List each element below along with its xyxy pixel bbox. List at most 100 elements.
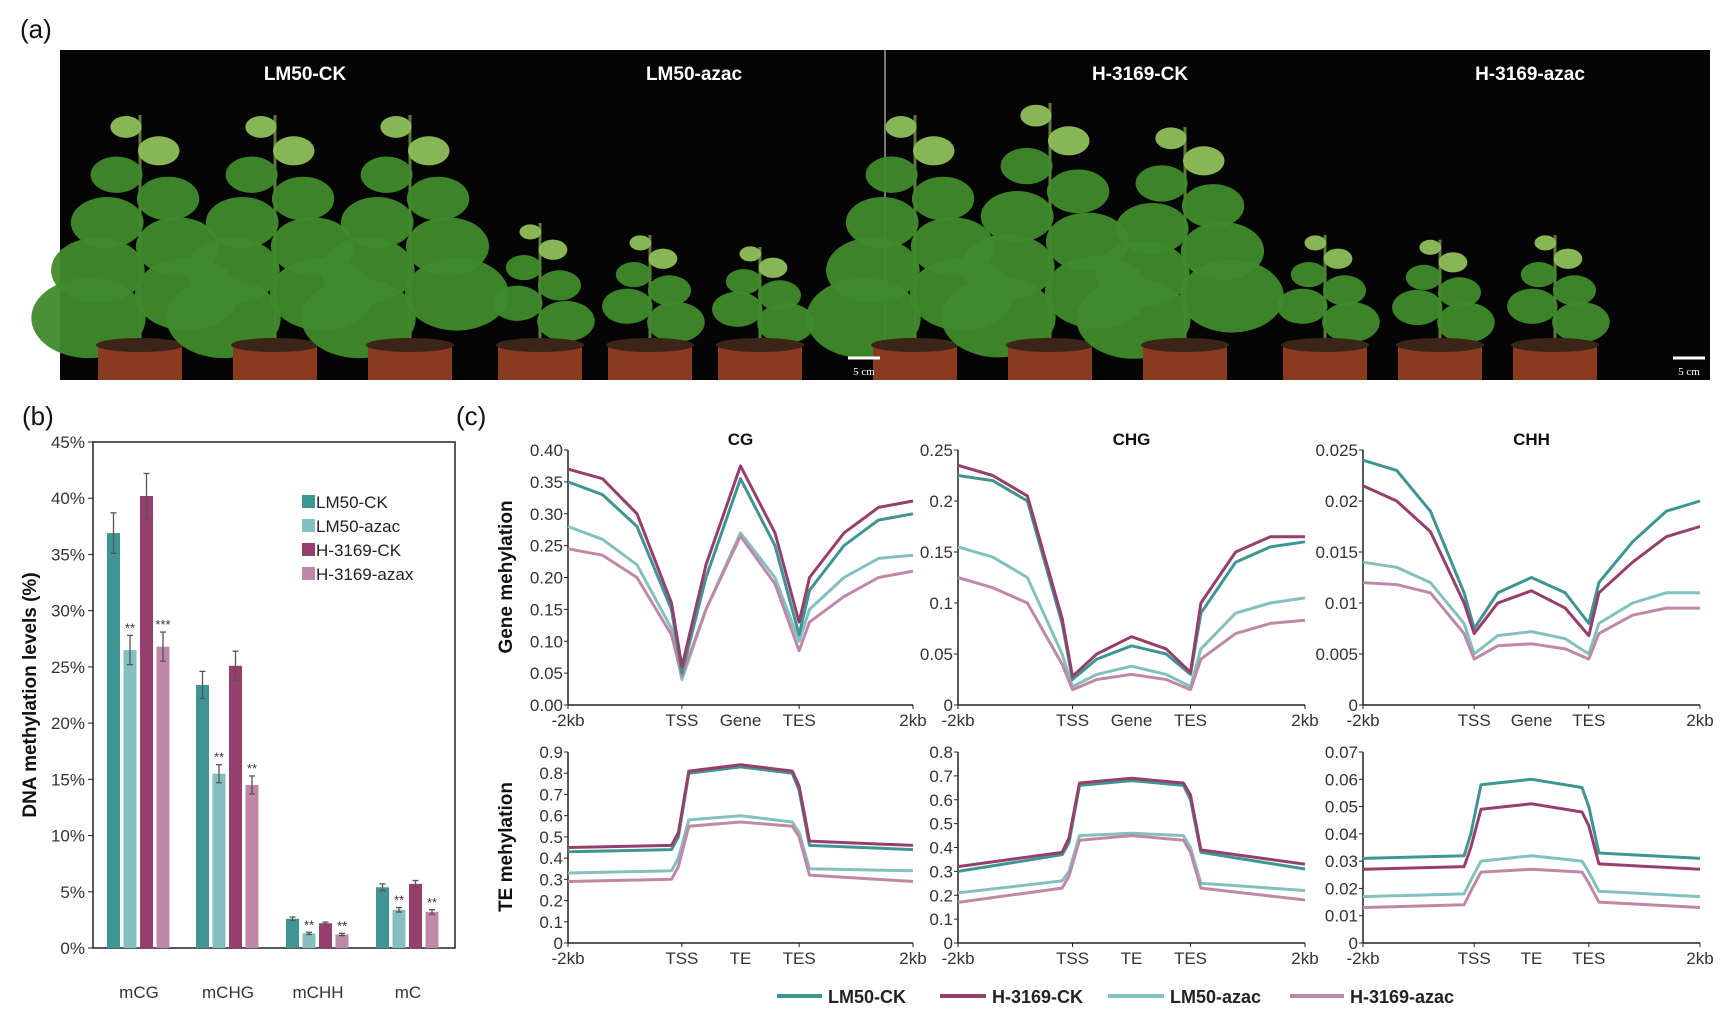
significance-label: ** (337, 918, 347, 933)
bar-lm50-ck (107, 533, 120, 948)
y-tick-label: 15% (51, 770, 85, 789)
leaf (912, 136, 955, 166)
x-tick-label: 2kb (1291, 949, 1318, 968)
plant-photo: LM50-CK LM50-azac H-3169-CK H-3169-azac … (31, 50, 1710, 380)
line-charts: 0.000.050.100.150.200.250.300.350.40-2kb… (530, 430, 1714, 968)
leaf (647, 301, 705, 343)
y-tick-label: 0.3 (539, 870, 563, 889)
y-tick-label: 0.1 (929, 910, 953, 929)
leaf (505, 254, 542, 281)
leaf (1437, 302, 1495, 343)
bar-h-3169-ck (229, 665, 242, 948)
leaf (602, 288, 653, 324)
pot-soil (606, 338, 694, 352)
leaf (340, 197, 414, 248)
y-tick-label: 0.40 (530, 441, 563, 460)
leaf (404, 257, 509, 331)
leaf (757, 302, 815, 344)
bar-h-3169-azac (245, 784, 259, 948)
series-line-lm50-ck (957, 474, 1306, 681)
series-line-h-3169-ck (567, 763, 914, 849)
y-tick-label: 0.2 (539, 892, 563, 911)
significance-label: ** (125, 620, 135, 635)
x-tick-label: -2kb (551, 711, 584, 730)
x-tick-label: 2kb (899, 711, 926, 730)
x-tick-label: 2kb (1686, 711, 1713, 730)
leaf (1392, 289, 1443, 326)
leaf (271, 176, 335, 221)
y-tick-label: 0.30 (530, 505, 563, 524)
y-tick-label: 0.03 (1325, 852, 1358, 871)
leaf (1552, 301, 1610, 343)
y-tick-label: 0.7 (539, 785, 563, 804)
leaf (1322, 301, 1380, 343)
leaf (1046, 169, 1110, 214)
leaf (538, 239, 568, 260)
plant (1076, 127, 1284, 380)
pot-soil (1396, 338, 1484, 352)
x-tick-label: Gene (1111, 711, 1153, 730)
x-tick-label: mCHG (202, 983, 254, 1002)
leaf (865, 156, 918, 193)
x-tick-label: -2kb (941, 949, 974, 968)
y-tick-label: 0.2 (929, 492, 953, 511)
leaf (1020, 104, 1052, 127)
bar-lm50-ck (376, 887, 389, 948)
y-tick-label: 0.7 (929, 767, 953, 786)
y-tick-label: 0 (944, 934, 953, 953)
line-panel-te: 0 0.1 0.2 0.3 0.4 0.5 0.6 0.7 0.8 -2kb TSS TE TES 2kb (929, 743, 1318, 968)
leaf (1322, 275, 1367, 306)
bar-h-3169-ck (319, 923, 332, 948)
x-tick-label: TE (1121, 949, 1143, 968)
x-tick-label: TE (1521, 949, 1543, 968)
series-line-h-3169-ck (1362, 802, 1701, 871)
bar-y-axis-label: DNA methylation levels (%) (20, 572, 41, 817)
pot-soil (96, 338, 184, 352)
leaf (1181, 184, 1245, 228)
y-tick-label: 0.01 (1325, 594, 1358, 613)
photo-label-h3169-azac: H-3169-azac (1475, 64, 1585, 85)
y-tick-label: 10% (51, 827, 85, 846)
leaf (647, 275, 692, 306)
series-line-lm50-ck (1362, 777, 1701, 860)
leaf (1553, 248, 1583, 269)
y-tick-label: 0.4 (539, 849, 563, 868)
y-tick-label: 0 (944, 696, 953, 715)
x-tick-label: TSS (1458, 711, 1491, 730)
significance-label: ** (394, 893, 404, 908)
leaf (615, 261, 652, 288)
leaf (519, 224, 542, 240)
scale-bar-label: 5 cm (853, 366, 875, 378)
x-tick-label: TES (783, 949, 816, 968)
leaf (1155, 127, 1187, 150)
plant (712, 246, 815, 380)
x-tick-label: TE (730, 949, 752, 968)
bar-lm50-azac (212, 773, 226, 948)
leaf (90, 156, 143, 193)
leaf (272, 136, 315, 166)
bar-lm50-ck (286, 918, 299, 948)
series-line-h-3169-azac (957, 576, 1306, 692)
x-tick-label: -2kb (941, 711, 974, 730)
x-tick-label: -2kb (1346, 711, 1379, 730)
x-tick-label: 2kb (899, 949, 926, 968)
leaf (885, 116, 917, 138)
y-tick-label: 45% (51, 433, 85, 452)
y-tick-label: 0.1 (929, 594, 953, 613)
series-line-lm50-azac (957, 545, 1306, 689)
leaf (1507, 288, 1558, 324)
plant (301, 115, 509, 380)
leaf (980, 191, 1054, 242)
leaf (380, 116, 412, 138)
leaf (1179, 259, 1284, 333)
x-tick-label: mCG (119, 983, 159, 1002)
x-tick-label: mC (395, 983, 421, 1002)
leaf (537, 300, 595, 342)
leaf (301, 278, 416, 359)
pot-soil (871, 338, 959, 352)
leaf (137, 136, 180, 166)
significance-label: ** (214, 750, 224, 765)
leaf (648, 248, 678, 269)
leaf (225, 156, 278, 193)
leaf (1419, 239, 1442, 255)
